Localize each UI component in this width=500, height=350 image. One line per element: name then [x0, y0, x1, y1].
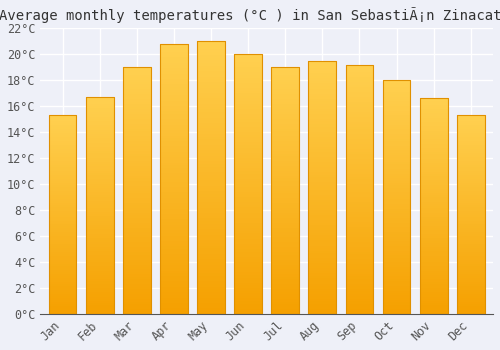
Title: Average monthly temperatures (°C ) in San SebastiÃ¡n Zinacatepec: Average monthly temperatures (°C ) in Sa… [0, 7, 500, 23]
